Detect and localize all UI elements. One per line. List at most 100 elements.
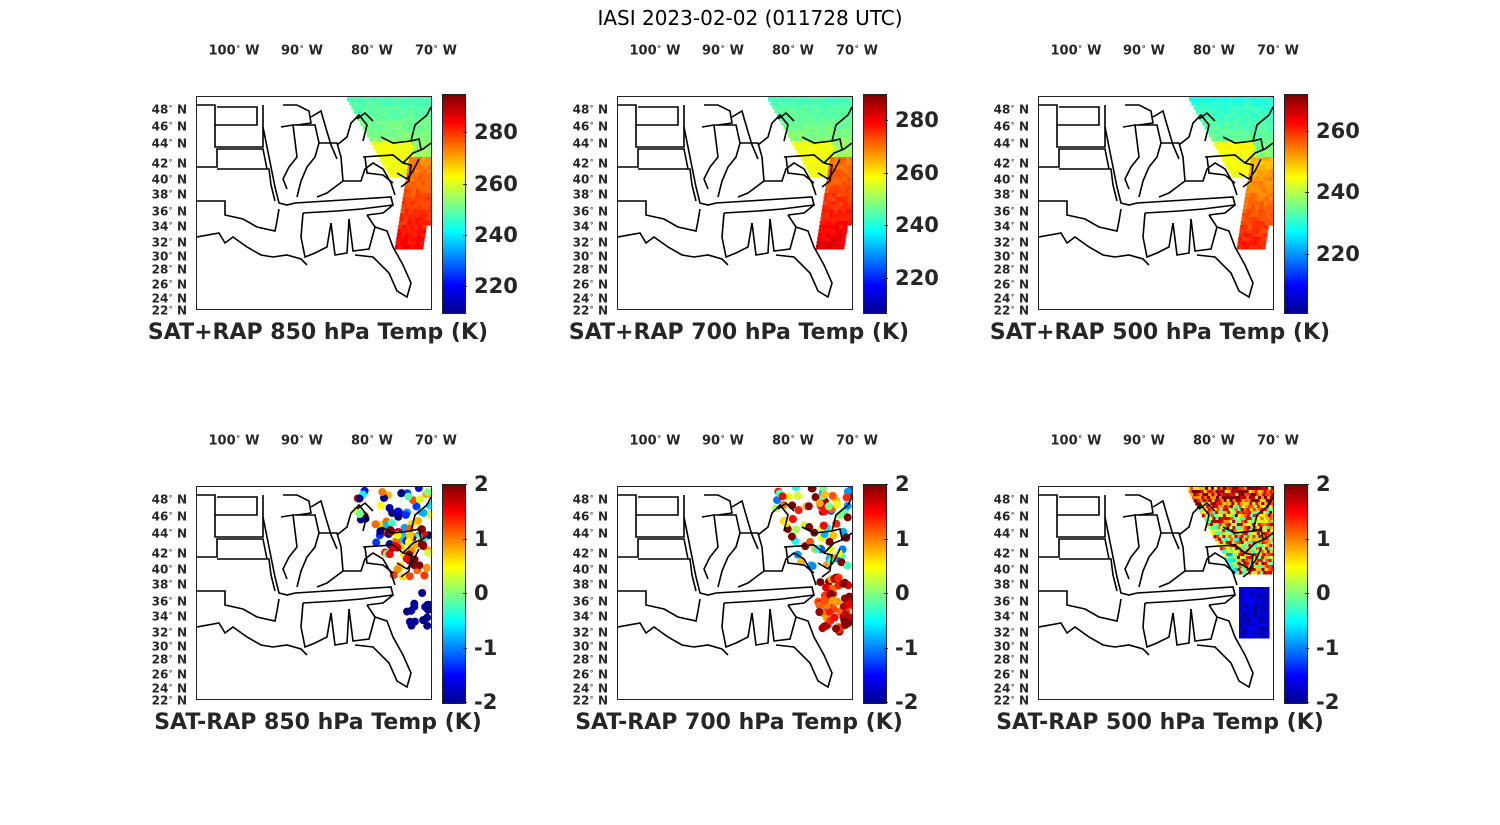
swath-pixel (1257, 590, 1261, 594)
state-border (362, 154, 412, 188)
state-border (356, 501, 374, 512)
swath-pixel (1251, 157, 1256, 162)
swath-pixel (429, 177, 431, 182)
swath-pixel (411, 217, 416, 222)
swath-pixel (430, 173, 431, 178)
swath-pixel (1255, 508, 1260, 512)
swath-pixel (800, 105, 805, 110)
swath-pixel (795, 117, 800, 122)
swath-pixel (1254, 550, 1259, 554)
swath-pixel (1232, 493, 1236, 497)
lat-tick-label: 22∘ N (151, 303, 187, 318)
swath-pixel (405, 177, 411, 182)
swath-point (415, 561, 424, 570)
swath-pixel (380, 129, 386, 134)
swath-pixel (386, 169, 392, 174)
swath-pixel (1239, 490, 1244, 494)
swath-pixel (1249, 241, 1255, 246)
swath-pixel (786, 101, 791, 106)
swath-point (393, 565, 402, 574)
colorbar-tick-mark (884, 538, 888, 540)
lon-tick-label: 100∘ W (208, 42, 260, 59)
swath-pixel (833, 209, 839, 214)
swath-pixel (1249, 113, 1255, 118)
swath-pixel (417, 101, 422, 106)
swath-pixel (1268, 173, 1273, 178)
swath-pixel (792, 113, 798, 118)
swath-pixel (834, 109, 840, 114)
swath-point (820, 597, 829, 606)
swath-pixel (386, 117, 391, 122)
swath-pixel (807, 161, 812, 166)
state-border (1136, 196, 1236, 214)
swath-pixel (1260, 632, 1264, 636)
swath-point (412, 502, 421, 511)
swath-pixel (1240, 562, 1244, 566)
swath-pixel (1257, 113, 1263, 118)
colorbar-ticks: 2 1 0 -1 -2 (463, 472, 558, 714)
swath-point (376, 527, 385, 536)
swath-pixel (1264, 197, 1270, 202)
swath-pixel (387, 113, 393, 118)
colorbar-tick-mark (463, 484, 467, 485)
swath-pixel (1239, 137, 1244, 142)
swath-pixel (1253, 553, 1257, 557)
swath-pixel (826, 137, 831, 142)
swath-pixel (397, 229, 402, 234)
swath-pixel (417, 205, 422, 210)
swath-pixel (1263, 608, 1267, 612)
state-border (1056, 515, 1106, 538)
panel-title: SAT+RAP 700 hPa Temp (K) (568, 320, 910, 345)
swath-pixel (1242, 571, 1246, 575)
swath-pixel (1235, 565, 1240, 569)
swath-pixel (403, 217, 408, 222)
swath-pixel (829, 233, 835, 238)
swath-pixel (402, 197, 408, 202)
swath-pixel (421, 109, 427, 114)
swath-pixel (1230, 496, 1235, 500)
swath-pixel (1246, 529, 1250, 533)
state-border (721, 602, 753, 649)
swath-pixel (406, 225, 411, 230)
swath-pixel (1199, 487, 1203, 491)
swath-pixel (1246, 562, 1250, 566)
swath-pixel (835, 225, 840, 230)
swath-pixel (1210, 129, 1216, 134)
swath-pixel (1240, 225, 1245, 230)
swath-pixel (1233, 105, 1238, 110)
swath-pixel (1247, 101, 1252, 106)
swath-pixel (395, 149, 401, 154)
swath-pixel (839, 133, 845, 138)
swath-pixel (1239, 229, 1244, 234)
swath-pixel (1211, 526, 1215, 530)
lat-tick-label: 40∘ N (993, 562, 1029, 577)
swath-pixel (399, 105, 404, 110)
swath-pixel (1250, 565, 1255, 569)
swath-pixel (1260, 225, 1265, 230)
swath-pixel (1260, 602, 1264, 606)
map-panel-6: 100∘ W 90∘ W 80∘ W 70∘ W 48∘ N 46∘ N 44∘ N 42∘ … (994, 432, 1438, 786)
swath-pixel (1221, 149, 1227, 154)
swath-pixel (1219, 529, 1223, 533)
swath-pixel (1264, 225, 1269, 230)
lat-tick-label: 48∘ N (572, 492, 608, 507)
swath-pixel (1235, 101, 1240, 106)
swath-pixel (1242, 623, 1246, 627)
swath-pixel (1259, 487, 1263, 491)
swath-pixel (1231, 535, 1235, 539)
swath-point (417, 540, 426, 549)
swath-pixel (829, 209, 835, 214)
swath-pixel (1264, 125, 1269, 130)
swath-pixel (413, 101, 418, 106)
swath-pixel (407, 169, 412, 174)
state-border (1208, 204, 1236, 216)
swath-pixel (839, 125, 844, 130)
swath-pixel (421, 229, 426, 234)
swath-pixel (411, 149, 417, 154)
swath-pixel (1239, 605, 1243, 609)
swath-pixel (1266, 571, 1270, 575)
swath-pixel (1261, 149, 1267, 154)
swath-pixel (840, 165, 846, 170)
swath-pixel (394, 161, 399, 166)
swath-pixel (1263, 623, 1267, 627)
